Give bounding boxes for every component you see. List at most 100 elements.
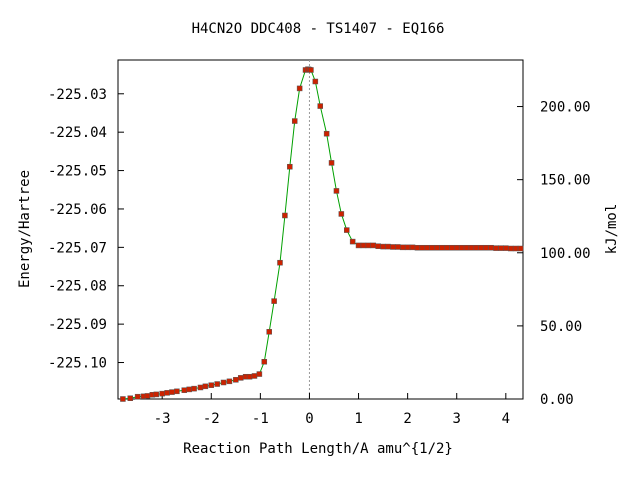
data-point <box>444 244 450 251</box>
y-tick-label: -225.06 <box>48 202 107 218</box>
data-point <box>246 373 253 380</box>
data-point <box>439 244 445 251</box>
data-point <box>365 242 372 249</box>
data-point <box>355 242 362 249</box>
data-point <box>409 244 416 251</box>
y-axis-label: Energy/Hartree <box>17 170 33 288</box>
data-point <box>271 298 277 304</box>
data-point <box>214 381 220 387</box>
y2-tick-label: 50.00 <box>540 319 582 335</box>
y2-tick-label: 0.00 <box>540 392 574 408</box>
y2-axis-ticks: 0.00 50.00 100.00 150.00 200.00 <box>517 100 591 408</box>
y2-tick-label: 150.00 <box>540 173 591 189</box>
data-point <box>493 245 499 251</box>
data-point <box>317 103 324 109</box>
data-point <box>458 244 465 251</box>
data-point <box>473 244 480 251</box>
data-point <box>164 390 170 396</box>
data-point <box>399 244 406 251</box>
y-axis-ticks: -225.03 -225.04 -225.05 -225.06 -225.07 -225.… <box>48 87 124 372</box>
data-point <box>395 244 401 250</box>
data-point <box>251 373 258 379</box>
data-point <box>453 244 460 251</box>
data-point <box>291 118 298 124</box>
data-point <box>174 388 180 395</box>
data-point <box>498 245 504 251</box>
data-point <box>202 383 209 390</box>
data-point <box>323 130 330 137</box>
data-point <box>333 188 340 194</box>
x-tick-label: 0 <box>305 411 313 427</box>
x-tick-label: -2 <box>203 411 220 427</box>
data-point <box>282 212 288 219</box>
x-tick-label: 1 <box>354 411 362 427</box>
data-point <box>191 385 197 392</box>
data-point <box>237 375 244 381</box>
x-axis-label: Reaction Path Length/A amu^{1/2} <box>183 441 453 457</box>
y-tick-label: -225.07 <box>48 240 107 256</box>
data-point <box>503 245 509 251</box>
data-point <box>312 78 319 85</box>
data-point <box>181 387 188 393</box>
data-point <box>344 227 350 233</box>
x-tick-label: 2 <box>403 411 411 427</box>
data-point <box>483 244 489 251</box>
data-point <box>385 243 391 250</box>
data-point <box>256 371 263 377</box>
data-point <box>220 379 227 386</box>
data-point <box>507 245 514 252</box>
x-tick-label: -3 <box>154 411 171 427</box>
y-tick-label: -225.04 <box>48 125 107 141</box>
data-point <box>449 244 455 251</box>
data-point <box>424 244 431 251</box>
data-point <box>419 244 426 251</box>
data-point <box>197 384 204 391</box>
data-point <box>186 386 192 393</box>
data-point <box>226 378 233 385</box>
y-tick-label: -225.05 <box>48 164 107 180</box>
data-point <box>120 396 126 402</box>
y-tick-label: -225.09 <box>48 317 107 333</box>
plot-frame <box>117 59 524 400</box>
data-point <box>159 390 165 397</box>
data-point <box>266 329 272 335</box>
y-tick-label: -225.10 <box>48 356 107 372</box>
y-tick-label: -225.08 <box>48 279 107 295</box>
data-point <box>404 244 411 251</box>
x-tick-label: -1 <box>252 411 269 427</box>
data-point <box>296 85 303 92</box>
data-point <box>338 211 345 217</box>
y2-axis-label: kJ/mol <box>604 204 620 255</box>
data-point <box>360 242 367 249</box>
data-point <box>328 160 335 166</box>
y2-tick-label: 100.00 <box>540 246 591 262</box>
data-point <box>153 391 160 398</box>
data-point <box>434 244 440 251</box>
data-point <box>468 244 475 251</box>
x-tick-label: 4 <box>502 411 510 427</box>
data-point <box>478 244 485 251</box>
data-point <box>287 163 293 170</box>
data-point <box>233 377 239 383</box>
y-tick-label: -225.03 <box>48 87 107 103</box>
data-point <box>414 244 421 251</box>
data-point <box>375 243 381 249</box>
data-markers <box>120 66 524 402</box>
data-point <box>169 389 175 395</box>
energy-curve <box>122 68 521 400</box>
data-point <box>308 67 314 73</box>
data-point <box>370 242 377 249</box>
data-point <box>512 245 519 252</box>
data-point <box>127 395 134 401</box>
data-point <box>134 393 141 400</box>
data-point <box>208 382 215 388</box>
x-tick-label: 3 <box>453 411 461 427</box>
data-point <box>261 359 268 365</box>
data-point <box>390 244 396 250</box>
data-point <box>463 244 470 251</box>
chart-title: H4CN2O DDC408 - TS1407 - EQ166 <box>192 21 445 37</box>
data-point <box>429 244 435 251</box>
y2-tick-label: 200.00 <box>540 100 591 116</box>
data-point <box>349 238 356 245</box>
